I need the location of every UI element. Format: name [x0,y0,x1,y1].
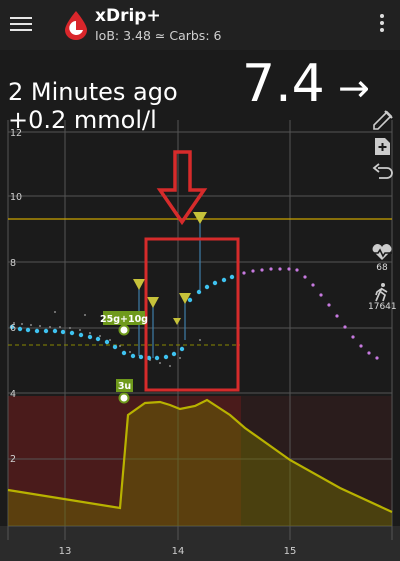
app-bar: xDrip+ IoB: 3.48 ≃ Carbs: 6 [0,0,400,50]
y-tick: 6 [10,323,16,334]
steps-value: 17641 [368,302,397,312]
prediction-dots [242,267,379,360]
undo-icon[interactable] [368,161,396,183]
y-tick: 8 [10,258,16,269]
steps-value-wrap: 17641 [368,302,397,312]
trend-arrow: → [338,66,370,110]
bg-reading-dots[interactable] [9,274,235,361]
reading-age: 2 Minutes ago [8,78,178,106]
y-tick: 2 [10,454,16,465]
overflow-menu-icon[interactable] [374,14,390,36]
carbs-badge[interactable] [103,311,145,325]
bolus-lines [138,218,201,358]
low-region-future [241,396,392,526]
x-axis-labels: 13 14 15 [59,546,297,557]
iob-area [8,400,392,526]
bg-value[interactable]: 7.4 [242,54,325,114]
y-tick: 4 [10,389,16,400]
heart-rate-icon [372,244,392,260]
heart-rate-value-wrap: 68 [368,263,396,273]
walking-icon [375,283,388,302]
xdrip-drop-icon [65,11,87,40]
add-note-icon[interactable] [368,135,396,157]
carbs-badge-label: 25g+10g [100,314,148,325]
carbs-marker[interactable] [118,324,130,336]
reading-delta: +0.2 mmol/l [8,106,157,134]
iob-carbs-status: IoB: 3.48 ≃ Carbs: 6 [95,28,222,43]
highlight-box [144,237,240,392]
x-tick: 14 [172,546,185,557]
x-tick: 13 [59,546,72,557]
menu-icon[interactable] [10,13,32,35]
insulin-badge-label: 3u [118,381,131,392]
y-tick: 12 [10,128,22,139]
y-tick: 10 [10,192,22,203]
heart-rate-value: 68 [376,263,388,273]
y-axis-labels: 12 10 8 6 4 2 [10,128,22,465]
eyedropper-icon[interactable] [368,108,396,130]
bolus-markers[interactable] [133,212,207,325]
down-arrow-annotation [156,150,208,226]
x-tick: 15 [284,546,297,557]
bg-graph[interactable]: 25g+10g 3u 12 10 8 6 4 2 13 14 15 [0,50,400,561]
insulin-badge[interactable] [116,379,133,392]
timeline-strip [0,526,400,561]
iob-line [7,398,393,513]
insulin-marker[interactable] [118,392,130,404]
app-title: xDrip+ [95,6,161,26]
